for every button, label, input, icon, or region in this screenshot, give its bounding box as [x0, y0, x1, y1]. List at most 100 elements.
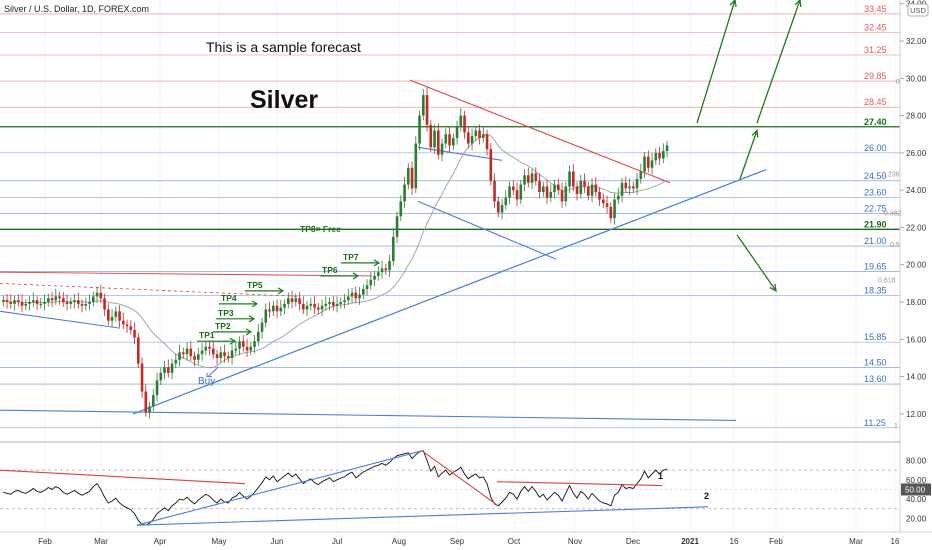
candle-body-17 — [65, 302, 69, 304]
candle-body-76 — [287, 298, 290, 304]
candle-body-7 — [28, 302, 31, 304]
candle-body-146 — [549, 192, 553, 198]
candle-body-103 — [388, 261, 391, 271]
tp-label-3: TP4 — [221, 293, 237, 303]
candle-body-123 — [463, 115, 466, 133]
candle-body-22 — [84, 303, 88, 306]
candle-body-14 — [54, 296, 58, 301]
candle-body-148 — [557, 184, 560, 191]
level-label-4: 28.45 — [864, 97, 887, 107]
candle-body-64 — [242, 341, 245, 347]
candle-body-102 — [384, 268, 388, 271]
candle-body-4 — [17, 300, 20, 303]
candle-body-18 — [69, 302, 73, 304]
candle-body-16 — [62, 298, 65, 303]
candle-body-43 — [163, 367, 166, 373]
osc-trend-blue-long — [136, 506, 709, 526]
candle-body-99 — [373, 275, 376, 280]
candle-body-57 — [215, 354, 219, 358]
oscillator-layer — [0, 450, 900, 526]
price-tick-label-3: 28.00 — [906, 112, 927, 121]
level-label-7: 24.50 — [864, 171, 887, 181]
candle-body-125 — [470, 136, 474, 144]
candle-body-139 — [523, 175, 526, 185]
candle-body-116 — [437, 130, 440, 155]
time-tick-label-3: May — [211, 537, 226, 546]
currency-badge[interactable]: USD — [907, 3, 929, 17]
osc-tick-label-3: 40.00 — [906, 495, 927, 504]
candle-body-10 — [39, 303, 43, 305]
osc-mark-1: 1 — [658, 471, 663, 481]
price-tick-label-10: 14.00 — [906, 373, 927, 382]
candle-body-175 — [658, 152, 661, 159]
candle-body-69 — [260, 322, 264, 332]
candle-body-28 — [107, 309, 110, 321]
candle-body-78 — [294, 298, 298, 303]
level-label-1: 32.45 — [864, 23, 887, 33]
osc-trend-red-2 — [421, 450, 498, 506]
candle-body-46 — [174, 359, 178, 364]
candle-body-122 — [459, 115, 463, 127]
candle-body-15 — [58, 296, 61, 299]
candle-body-20 — [77, 300, 80, 304]
tp-label-4: TP5 — [247, 280, 263, 290]
candle-body-3 — [13, 300, 16, 304]
candle-body-38 — [144, 391, 148, 413]
candle-body-119 — [448, 134, 451, 146]
candle-body-89 — [335, 303, 339, 306]
candle-body-40 — [152, 395, 155, 407]
candle-body-86 — [324, 303, 328, 306]
candle-body-85 — [320, 305, 324, 310]
candle-body-30 — [114, 311, 118, 317]
candle-body-135 — [508, 186, 511, 198]
candle-body-107 — [403, 184, 406, 202]
candle-body-52 — [197, 354, 200, 360]
candle-body-131 — [493, 180, 496, 202]
trend-early-descending — [0, 310, 121, 329]
trend-resistance-red — [409, 79, 671, 184]
candle-body-35 — [133, 330, 136, 338]
candle-body-19 — [73, 300, 76, 303]
candle-body-12 — [47, 298, 50, 303]
forecast-arrow-line-2 — [739, 130, 758, 180]
candle-body-80 — [302, 303, 305, 310]
candle-body-113 — [425, 95, 429, 125]
candle-body-75 — [283, 303, 286, 308]
candle-body-13 — [50, 298, 54, 301]
candle-body-34 — [129, 326, 133, 330]
candle-body-87 — [328, 302, 331, 304]
candle-body-157 — [590, 184, 594, 196]
tp-label-0: TP1 — [199, 330, 215, 340]
tp-arrow-head-6 — [373, 259, 381, 267]
candle-body-90 — [339, 302, 343, 304]
candle-body-54 — [204, 346, 208, 351]
level-label-8: 23.60 — [864, 188, 887, 198]
forecast-arrow-line-3 — [736, 234, 777, 292]
candle-body-49 — [185, 348, 189, 355]
candle-body-120 — [452, 137, 455, 146]
candle-body-77 — [290, 298, 294, 303]
time-tick-label-7: Sep — [450, 537, 465, 546]
price-axis-panel[interactable] — [900, 0, 932, 550]
tp-label-5: TP6 — [322, 265, 338, 275]
price-tick-label-11: 12.00 — [906, 410, 927, 419]
candle-body-79 — [298, 298, 301, 304]
candle-body-5 — [20, 302, 24, 306]
candle-body-124 — [467, 132, 470, 144]
trend-layer — [0, 79, 767, 421]
time-tick-label-0: Feb — [38, 537, 52, 546]
candle-body-92 — [347, 296, 350, 301]
price-tick-label-6: 22.00 — [906, 223, 927, 232]
candle-body-98 — [369, 279, 373, 286]
candle-body-70 — [264, 309, 268, 323]
fib-label-2: 0.382 — [884, 211, 902, 218]
candle-body-21 — [80, 303, 84, 306]
level-label-16: 13.60 — [864, 374, 887, 384]
candle-body-162 — [609, 206, 613, 219]
candle-body-159 — [598, 192, 601, 200]
candle-body-172 — [647, 156, 650, 168]
candle-body-117 — [440, 143, 444, 155]
candle-body-0 — [2, 300, 5, 303]
